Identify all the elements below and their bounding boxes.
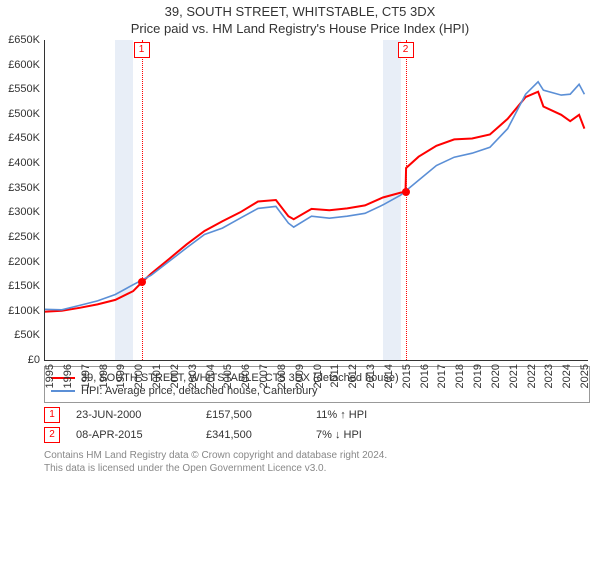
x-tick-label: 2022: [526, 364, 538, 388]
title-line-1: 39, SOUTH STREET, WHITSTABLE, CT5 3DX: [0, 4, 600, 19]
x-tick-label: 2007: [258, 364, 270, 388]
x-tick-label: 2011: [329, 364, 341, 388]
x-tick-label: 2001: [151, 364, 163, 388]
x-tick-label: 2014: [383, 364, 395, 388]
footnote-price: £157,500: [206, 409, 316, 421]
sale-vline: [406, 40, 407, 360]
y-tick-label: £350K: [8, 182, 40, 194]
x-tick-label: 2025: [579, 364, 591, 388]
y-axis-line: [44, 40, 45, 360]
y-tick-label: £150K: [8, 280, 40, 292]
y-tick-label: £100K: [8, 305, 40, 317]
title-line-2: Price paid vs. HM Land Registry's House …: [0, 21, 600, 36]
x-tick-label: 2006: [240, 364, 252, 388]
y-tick-label: £450K: [8, 132, 40, 144]
license-line-1: Contains HM Land Registry data © Crown c…: [44, 449, 590, 462]
footnotes: 1 23-JUN-2000£157,50011% ↑ HPI 2 08-APR-201…: [0, 407, 600, 443]
sale-dot: [138, 278, 146, 286]
x-tick-label: 2017: [436, 364, 448, 388]
x-axis: 1995 1996 1997 1998 1999 2000 2001 2002 2003 2004…: [44, 360, 590, 400]
x-tick-label: 1997: [80, 364, 92, 388]
y-tick-label: £650K: [8, 34, 40, 46]
y-tick-label: £250K: [8, 231, 40, 243]
y-tick-label: £500K: [8, 108, 40, 120]
x-tick-label: 2020: [490, 364, 502, 388]
x-tick-label: 2012: [347, 364, 359, 388]
footnote-date: 23-JUN-2000: [76, 409, 206, 421]
x-tick-label: 1998: [98, 364, 110, 388]
y-tick-label: £300K: [8, 206, 40, 218]
x-tick-label: 2021: [508, 364, 520, 388]
x-tick-label: 2010: [312, 364, 324, 388]
x-tick-label: 2008: [276, 364, 288, 388]
series-property: [44, 92, 584, 312]
footnote-delta: 11% ↑ HPI: [316, 409, 367, 421]
x-tick-label: 2024: [561, 364, 573, 388]
series-hpi: [44, 82, 584, 310]
x-tick-label: 2000: [133, 364, 145, 388]
sale-vline: [142, 40, 143, 360]
y-tick-label: £200K: [8, 256, 40, 268]
license-text: Contains HM Land Registry data © Crown c…: [44, 449, 590, 475]
sale-dot: [402, 188, 410, 196]
sale-marker-box: 1: [134, 42, 150, 58]
footnote-row: 1 23-JUN-2000£157,50011% ↑ HPI: [44, 407, 600, 423]
x-tick-label: 2015: [401, 364, 413, 388]
x-tick-label: 2019: [472, 364, 484, 388]
chart-container: £0£50K£100K£150K£200K£250K£300K£350K£400…: [44, 40, 590, 360]
x-tick-label: 1995: [44, 364, 56, 388]
x-tick-label: 2016: [419, 364, 431, 388]
x-tick-label: 2003: [187, 364, 199, 388]
y-axis: £0£50K£100K£150K£200K£250K£300K£350K£400…: [0, 40, 40, 360]
footnote-marker: 1: [44, 407, 60, 423]
y-tick-label: £0: [28, 354, 40, 366]
x-tick-label: 2013: [365, 364, 377, 388]
footnote-marker: 2: [44, 427, 60, 443]
y-tick-label: £600K: [8, 59, 40, 71]
y-tick-label: £550K: [8, 83, 40, 95]
x-tick-label: 2018: [454, 364, 466, 388]
x-tick-label: 2004: [205, 364, 217, 388]
chart-svg: [44, 40, 588, 360]
x-tick-label: 1996: [62, 364, 74, 388]
y-tick-label: £400K: [8, 157, 40, 169]
x-tick-label: 1999: [115, 364, 127, 388]
footnote-row: 2 08-APR-2015£341,5007% ↓ HPI: [44, 427, 600, 443]
x-tick-label: 2005: [222, 364, 234, 388]
license-line-2: This data is licensed under the Open Gov…: [44, 462, 590, 475]
footnote-price: £341,500: [206, 429, 316, 441]
plot-area: £0£50K£100K£150K£200K£250K£300K£350K£400…: [44, 40, 588, 360]
sale-marker-box: 2: [398, 42, 414, 58]
footnote-date: 08-APR-2015: [76, 429, 206, 441]
x-tick-label: 2009: [294, 364, 306, 388]
x-tick-label: 2002: [169, 364, 181, 388]
x-tick-label: 2023: [543, 364, 555, 388]
y-tick-label: £50K: [14, 329, 40, 341]
footnote-delta: 7% ↓ HPI: [316, 429, 362, 441]
